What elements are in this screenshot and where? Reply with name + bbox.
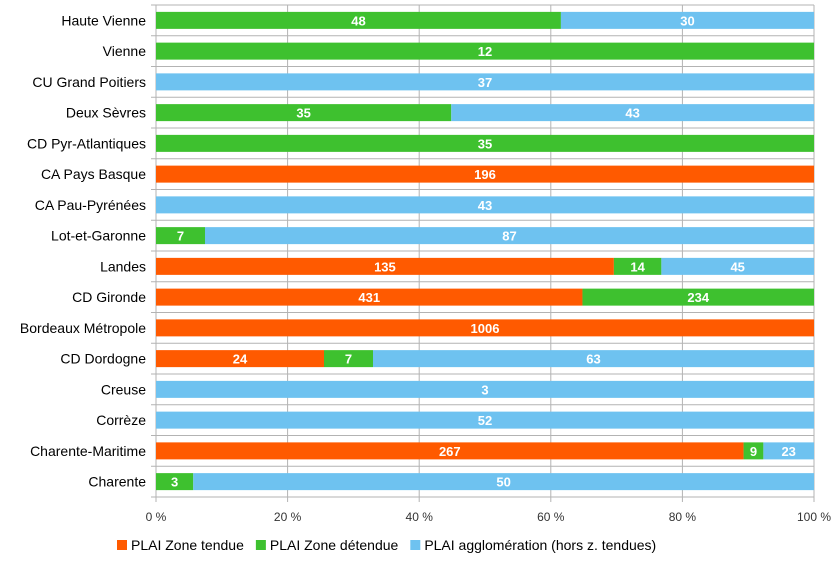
category-label: Haute Vienne <box>61 12 146 28</box>
data-label: 9 <box>750 444 757 459</box>
bar-segment-plai-agglomeration-hors-z-tendues <box>205 227 814 245</box>
data-label: 234 <box>687 290 709 305</box>
bar-segment-plai-zone-tendue <box>156 319 814 337</box>
bar-segment-plai-agglomeration-hors-z-tendues <box>373 350 814 368</box>
data-label: 48 <box>351 13 365 28</box>
legend-swatch <box>117 540 127 550</box>
data-label: 267 <box>439 444 461 459</box>
category-label: Landes <box>100 258 146 274</box>
category-label: CA Pays Basque <box>41 166 146 182</box>
data-label: 14 <box>630 259 645 274</box>
category-labels: Haute Vienne Vienne CU Grand Poitiers Deux … <box>20 12 146 489</box>
x-tick-label: 80 % <box>669 510 697 524</box>
data-label: 37 <box>478 75 492 90</box>
bar-segment-plai-zone-detendue <box>156 473 194 491</box>
bar-segment-plai-agglomeration-hors-z-tendues <box>156 73 814 91</box>
x-axis: 0 % 20 % 40 % 60 % 80 % 100 % <box>146 510 832 524</box>
bar-segment-plai-zone-tendue <box>156 165 814 183</box>
data-label: 63 <box>586 352 600 367</box>
data-label: 45 <box>730 259 744 274</box>
bar-segment-plai-zone-tendue <box>156 350 324 368</box>
category-label: Vienne <box>103 43 147 59</box>
category-label: CD Gironde <box>72 289 146 305</box>
bar-segment-plai-agglomeration-hors-z-tendues <box>193 473 814 491</box>
data-label: 7 <box>345 352 352 367</box>
legend-swatch <box>255 540 266 550</box>
data-label: 30 <box>680 13 694 28</box>
legend-swatch <box>410 540 421 550</box>
category-label: Creuse <box>101 381 146 397</box>
bar-segment-plai-zone-detendue <box>156 104 452 122</box>
bar-segment-plai-agglomeration-hors-z-tendues <box>156 411 814 429</box>
x-tick-label: 40 % <box>406 510 434 524</box>
legend-label: PLAI Zone détendue <box>270 537 399 553</box>
category-label: CA Pau-Pyrénées <box>35 197 146 213</box>
bar-segment-plai-agglomeration-hors-z-tendues <box>661 257 814 275</box>
data-label: 135 <box>374 259 396 274</box>
bar-segment-plai-zone-detendue <box>743 442 764 460</box>
category-label: Lot-et-Garonne <box>51 228 146 244</box>
category-label: CD Dordogne <box>60 351 146 367</box>
category-label: Corrèze <box>96 412 146 428</box>
data-label: 43 <box>625 106 639 121</box>
category-label: Charente <box>88 474 146 490</box>
bar-segment-plai-agglomeration-hors-z-tendues <box>156 196 814 214</box>
data-label: 35 <box>296 106 310 121</box>
category-label: CD Pyr-Atlantiques <box>27 135 146 151</box>
data-label: 3 <box>171 475 178 490</box>
bar-segment-plai-agglomeration-hors-z-tendues <box>451 104 814 122</box>
bar-segment-plai-zone-detendue <box>156 227 205 245</box>
data-label: 52 <box>478 413 492 428</box>
data-label: 35 <box>478 136 492 151</box>
legend-label: PLAI Zone tendue <box>131 537 244 553</box>
legend-label: PLAI agglomération (hors z. tendues) <box>424 537 656 553</box>
data-label: 196 <box>474 167 496 182</box>
bar-segment-plai-zone-detendue <box>156 42 814 60</box>
bar-segment-plai-zone-detendue <box>156 134 814 152</box>
data-label: 12 <box>478 44 492 59</box>
x-tick-label: 0 % <box>146 510 167 524</box>
bar-segment-plai-zone-detendue <box>613 257 662 275</box>
category-label: Charente-Maritime <box>30 443 146 459</box>
bar-segment-plai-zone-tendue <box>156 257 614 275</box>
bar-segment-plai-zone-detendue <box>582 288 814 306</box>
category-label: CU Grand Poitiers <box>32 74 146 90</box>
legend: PLAI Zone tendue PLAI Zone détendue PLAI a… <box>117 537 656 553</box>
data-label: 24 <box>233 352 248 367</box>
data-label: 431 <box>358 290 380 305</box>
data-label: 50 <box>496 475 510 490</box>
bar-segment-plai-zone-tendue <box>156 442 744 460</box>
x-tick-label: 20 % <box>274 510 302 524</box>
data-label: 23 <box>781 444 795 459</box>
bar-segment-plai-zone-detendue <box>324 350 373 368</box>
bar-segment-plai-agglomeration-hors-z-tendues <box>560 11 814 29</box>
data-label: 87 <box>502 229 516 244</box>
bar-segment-plai-zone-tendue <box>156 288 583 306</box>
data-label: 7 <box>177 229 184 244</box>
x-tick-label: 60 % <box>537 510 565 524</box>
x-tick-label: 100 % <box>797 510 831 524</box>
data-label: 1006 <box>471 321 500 336</box>
bar-segment-plai-zone-detendue <box>156 11 561 29</box>
data-label: 43 <box>478 198 492 213</box>
category-label: Bordeaux Métropole <box>20 320 146 336</box>
category-label: Deux Sèvres <box>66 105 146 121</box>
bar-segment-plai-agglomeration-hors-z-tendues <box>763 442 814 460</box>
bar-segment-plai-agglomeration-hors-z-tendues <box>156 380 814 398</box>
data-label: 3 <box>481 382 488 397</box>
